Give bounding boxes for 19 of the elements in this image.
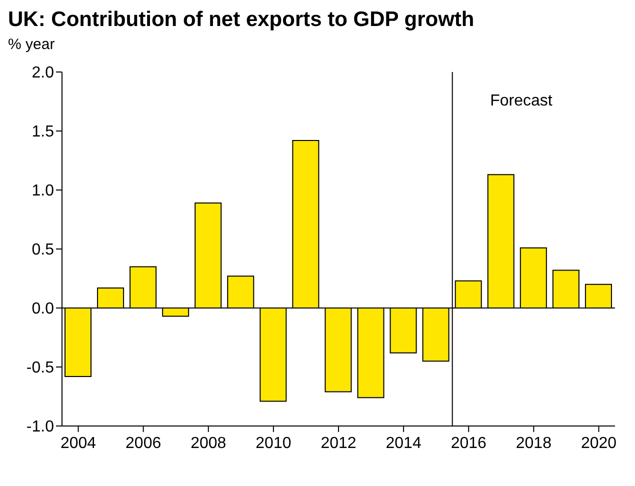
x-tick-label: 2014 bbox=[386, 435, 422, 452]
x-tick-label: 2016 bbox=[450, 435, 487, 452]
y-tick-label: -1.0 bbox=[26, 418, 54, 436]
y-tick-label: 1.5 bbox=[32, 124, 54, 141]
y-axis-title: % year bbox=[8, 36, 55, 53]
y-tick-label: 0.0 bbox=[32, 300, 54, 318]
x-tick-label: 2012 bbox=[320, 435, 356, 452]
y-tick-label: -0.5 bbox=[26, 360, 54, 377]
chart-title: UK: Contribution of net exports to GDP growth bbox=[8, 8, 474, 32]
x-tick-label: 2006 bbox=[126, 435, 162, 452]
y-tick-label: 2.0 bbox=[32, 64, 54, 82]
y-tick-label: 1.0 bbox=[32, 182, 54, 200]
x-tick-label: 2010 bbox=[256, 435, 292, 452]
y-tick-label: 0.5 bbox=[32, 242, 54, 259]
x-tick-label: 2020 bbox=[580, 435, 617, 452]
ref-line-label: Forecast bbox=[490, 92, 553, 110]
x-tick-label: 2008 bbox=[190, 435, 226, 452]
x-tick-label: 2018 bbox=[516, 435, 552, 452]
x-tick-label: 2004 bbox=[60, 435, 96, 452]
